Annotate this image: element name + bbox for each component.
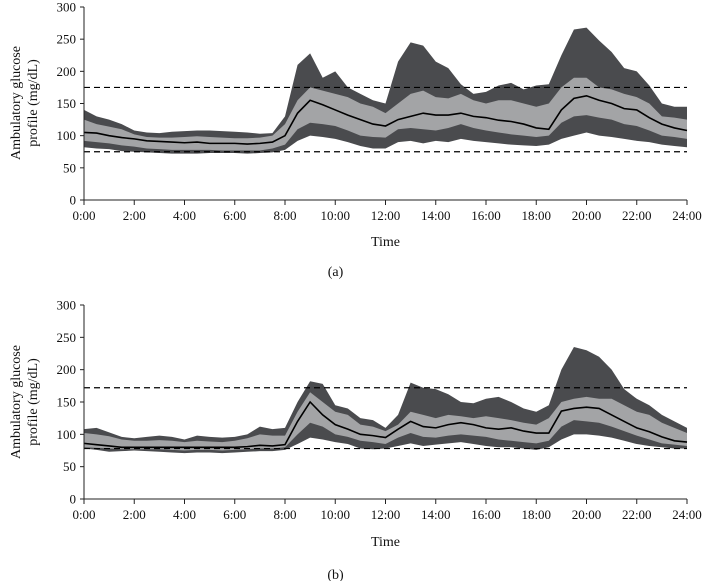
x-tick-label: 16:00 — [471, 507, 501, 522]
x-tick-label: 10:00 — [320, 208, 350, 223]
x-tick-label: 22:00 — [622, 208, 652, 223]
y-axis-title: Ambulatory glucose profile (mg/dL) — [9, 345, 41, 459]
x-tick-label: 12:00 — [371, 507, 401, 522]
inner-percentile-band — [84, 392, 687, 451]
chart-panel-b: 0 50 100 150 200 250 300 0:00 2:00 4:00 6:00 8:00 10… — [9, 298, 702, 581]
y-tick-label: 0 — [70, 193, 77, 208]
y-tick-label: 100 — [57, 427, 77, 442]
x-tick-label: 18:00 — [521, 507, 551, 522]
median-line — [83, 400, 688, 449]
y-tick-label: 250 — [57, 330, 77, 345]
chart-panel-a: 0 50 100 150 200 250 300 0:00 2:00 4:00 6:00 8:00 10… — [9, 0, 702, 280]
panel-label: (a) — [328, 265, 344, 280]
y-tick-label: 150 — [57, 395, 77, 410]
y-tick-label: 0 — [70, 492, 77, 507]
x-tick-label: 12:00 — [371, 208, 401, 223]
x-tick-label: 24:00 — [672, 507, 702, 522]
y-tick-label: 50 — [63, 459, 76, 474]
x-tick-label: 4:00 — [173, 208, 196, 223]
y-tick-label: 50 — [63, 160, 76, 175]
x-axis-title: Time — [371, 535, 400, 550]
x-tick-label: 6:00 — [223, 208, 246, 223]
x-tick-label: 24:00 — [672, 208, 702, 223]
x-tick-label: 18:00 — [521, 208, 551, 223]
x-tick-label: 14:00 — [421, 208, 451, 223]
y-tick-label: 200 — [57, 64, 77, 79]
y-axis-title: Ambulatory glucose profile (mg/dL) — [9, 46, 41, 160]
x-tick-label: 22:00 — [622, 507, 652, 522]
x-tick-label: 6:00 — [223, 507, 246, 522]
x-tick-label: 10:00 — [320, 507, 350, 522]
x-tick-label: 0:00 — [72, 208, 95, 223]
y-tick-label: 150 — [57, 96, 77, 111]
x-tick-label: 16:00 — [471, 208, 501, 223]
x-axis-title: Time — [371, 235, 400, 250]
x-tick-label: 8:00 — [273, 208, 296, 223]
x-tick-label: 2:00 — [123, 208, 146, 223]
panel-label: (b) — [327, 568, 344, 581]
x-tick-label: 20:00 — [572, 507, 602, 522]
y-tick-label: 200 — [57, 362, 77, 377]
y-tick-label: 300 — [57, 0, 77, 15]
x-tick-label: 2:00 — [123, 507, 146, 522]
x-tick-label: 0:00 — [72, 507, 95, 522]
x-tick-label: 14:00 — [421, 507, 451, 522]
y-tick-label: 300 — [57, 298, 77, 313]
y-tick-label: 100 — [57, 128, 77, 143]
x-tick-label: 20:00 — [572, 208, 602, 223]
x-tick-label: 8:00 — [273, 507, 296, 522]
inner-percentile-band — [84, 77, 687, 151]
x-tick-label: 4:00 — [173, 507, 196, 522]
y-tick-label: 250 — [57, 32, 77, 47]
median-line — [83, 94, 688, 145]
